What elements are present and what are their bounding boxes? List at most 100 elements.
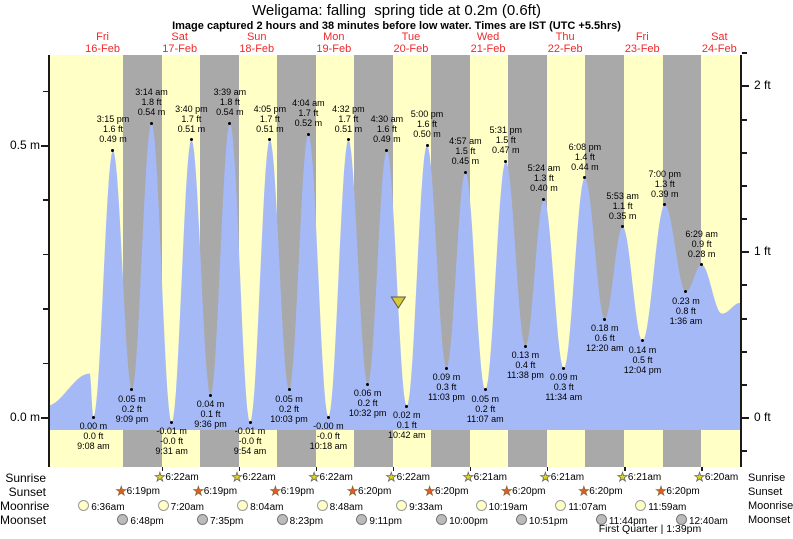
- tide-annotation: 0.06 m 0.2 ft 10:32 pm: [334, 388, 402, 418]
- tide-annotation-line: 0.49 m: [373, 134, 401, 145]
- sunrise-icon: ★: [462, 470, 474, 484]
- left-axis-tick: [43, 90, 48, 93]
- right-axis-tick: [742, 284, 747, 286]
- right-axis-tick: [742, 251, 749, 253]
- sunrise-tick: [469, 467, 472, 471]
- tide-annotation-line: 0.3 ft: [553, 382, 574, 393]
- tide-annotation-line: -0.0 ft: [316, 431, 340, 441]
- moonrise-icon: [78, 500, 90, 511]
- tide-annotation-line: 6:29 am: [685, 228, 718, 239]
- tide-annotation-line: 1.7 ft: [181, 113, 202, 124]
- sunrise-marker: ★6:22am: [231, 471, 276, 484]
- moonset-marker: 11:44pm: [595, 514, 648, 527]
- tide-dot: [504, 159, 508, 163]
- moonrise-marker: 7:20am: [157, 500, 204, 513]
- right-axis-tick: [742, 218, 747, 220]
- tide-annotation-line: 6:08 pm: [568, 141, 602, 152]
- right-axis-tick: [742, 152, 747, 154]
- day-header: Mon 19-Feb: [316, 31, 352, 55]
- tide-annotation-line: -0.0 ft: [238, 436, 262, 447]
- tide-annotation-line: 1.8 ft: [219, 97, 240, 108]
- right-axis-tick: [742, 119, 747, 121]
- moonrise-marker: 8:48am: [316, 500, 363, 513]
- tide-annotation: -0.00 m -0.0 ft 10:18 am: [294, 421, 362, 451]
- astro-time: 10:00pm: [449, 516, 488, 527]
- tide-annotation-line: 1.3 ft: [533, 173, 554, 184]
- moonset-marker: 7:35pm: [197, 514, 243, 527]
- tide-annotation: 0.04 m 0.1 ft 9:36 pm: [176, 399, 244, 429]
- astro-row-label-right: Moonset: [748, 514, 791, 526]
- tide-annotation-line: 11:38 pm: [506, 370, 544, 381]
- tide-annotation-line: 0.50 m: [413, 129, 441, 139]
- astro-time: 10:19am: [488, 502, 528, 513]
- sunrise-tick: [238, 467, 241, 471]
- tide-dot: [542, 197, 546, 201]
- sunrise-tick: [315, 467, 318, 471]
- tide-annotation-line: 0.09 m: [549, 372, 578, 383]
- astro-time: 6:20pm: [666, 486, 700, 497]
- astro-time: 11:44pm: [608, 516, 648, 527]
- moonset-marker: 8:23pm: [276, 514, 323, 527]
- tide-dot: [700, 263, 704, 267]
- tide-annotation-line: 3:14 am: [135, 87, 168, 98]
- tide-annotation-line: 7:00 pm: [648, 168, 681, 179]
- tide-annotation-line: 0.05 m: [275, 393, 303, 404]
- tide-annotation-line: 10:18 am: [309, 441, 348, 451]
- tide-dot: [111, 148, 115, 152]
- page-title: Weligama: falling spring tide at 0.2m (0…: [251, 2, 542, 19]
- sunrise-icon: ★: [154, 470, 166, 484]
- y-axis-label-ft: 0 ft: [754, 410, 771, 424]
- day-header: Tue 20-Feb: [393, 31, 429, 55]
- astro-time: 8:48am: [329, 502, 363, 513]
- sunset-marker: ★6:20pm: [578, 485, 623, 498]
- tide-dot: [562, 366, 566, 370]
- tide-annotation-line: 1.4 ft: [574, 151, 595, 162]
- y-axis-label-ft: 1 ft: [754, 244, 771, 259]
- sunrise-icon: ★: [539, 470, 552, 484]
- tide-annotation-line: 0.05 m: [118, 393, 146, 404]
- tide-annotation-line: 12:04 pm: [623, 364, 662, 375]
- moonset-icon: [197, 514, 208, 525]
- day-header: Sat 24-Feb: [701, 31, 737, 55]
- tide-dot: [346, 138, 350, 142]
- astro-row-label-left: Sunrise: [5, 471, 46, 485]
- sunset-icon: ★: [424, 484, 436, 498]
- tide-annotation: 4:30 am 1.6 ft 0.49 m: [353, 114, 421, 144]
- right-axis-tick: [742, 185, 747, 187]
- right-axis-tick: [742, 450, 747, 452]
- tide-annotation: 0.09 m 0.3 ft 11:03 pm: [412, 372, 480, 402]
- tide-annotation-line: 0.2 ft: [357, 398, 378, 409]
- tide-annotation-line: 4:32 pm: [332, 103, 365, 114]
- capture-time-marker: [390, 296, 407, 309]
- sunrise-marker: ★6:21am: [617, 471, 662, 484]
- moonrise-icon: [555, 500, 567, 511]
- moonset-marker: 6:48pm: [117, 514, 164, 527]
- sunrise-marker: ★6:22am: [154, 470, 199, 484]
- tide-annotation-line: 5:24 am: [527, 163, 561, 174]
- tide-dot: [603, 317, 607, 321]
- sunrise-marker: ★6:20am: [694, 471, 739, 484]
- moonrise-marker: 11:07am: [555, 500, 607, 513]
- day-header: Wed 21-Feb: [470, 31, 506, 55]
- tide-dot: [640, 339, 644, 343]
- tide-annotation: 6:29 am 0.9 ft 0.28 m: [668, 229, 736, 259]
- astro-time: 6:48pm: [130, 516, 164, 527]
- tide-annotation-line: 4:57 am: [449, 136, 482, 147]
- tide-dot: [189, 138, 193, 142]
- tide-annotation-line: 0.9 ft: [691, 238, 712, 249]
- tide-annotation: 6:08 pm 1.4 ft 0.44 m: [551, 142, 619, 172]
- tide-annotation-line: 10:42 am: [388, 430, 426, 441]
- tide-annotation: 4:04 am 1.7 ft 0.52 m: [274, 98, 342, 128]
- astro-time: 6:20am: [704, 472, 739, 483]
- day-header: Fri 16-Feb: [85, 31, 120, 55]
- tide-dot: [444, 366, 448, 370]
- moonset-marker: 10:00pm: [436, 514, 488, 527]
- tide-annotation-line: 0.44 m: [571, 161, 599, 172]
- right-axis-tick: [742, 85, 749, 87]
- sunrise-marker: ★6:22am: [308, 471, 353, 484]
- tide-annotation-line: 0.18 m: [591, 323, 619, 334]
- moonset-icon: [276, 514, 288, 525]
- tide-dot: [130, 388, 134, 392]
- tide-annotation-line: 0.1 ft: [200, 409, 221, 420]
- tide-annotation-line: 1.7 ft: [338, 113, 359, 124]
